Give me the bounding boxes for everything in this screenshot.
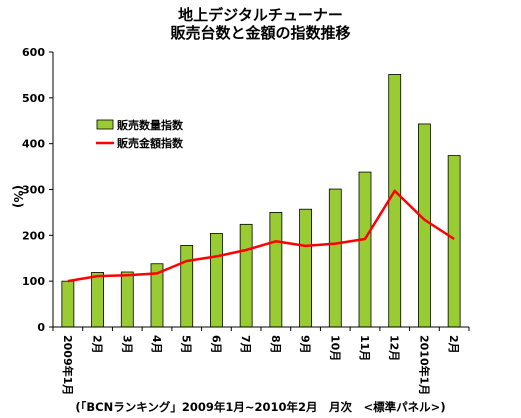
x-tick-label: 9月 [299,335,312,354]
bar [418,123,431,328]
bar [328,188,342,328]
x-tick-label: 2月 [91,335,104,354]
y-tick-label: 100 [22,275,45,288]
bar [299,208,312,328]
x-tick-label: 11月 [358,335,371,361]
y-tick-label: 200 [22,229,45,242]
bar [180,245,194,328]
y-tick-label: 0 [37,321,45,334]
chart-footnote: (「BCNランキング」2009年1月~2010年2月 月次 <標準パネル>) [75,400,446,414]
x-tick-label: 10月 [328,335,341,361]
legend-label-bar: 販売数量指数 [117,118,184,132]
bar [61,280,75,328]
chart-subtitle: 販売台数と金額の指数推移 [170,24,351,42]
y-tick-label: 500 [22,92,45,105]
legend: 販売数量指数 販売金額指数 [92,112,218,152]
bar [239,223,253,328]
bar [269,212,283,328]
legend-swatch-bar [96,119,114,130]
x-tick-label: 4月 [150,335,163,354]
legend-label-line: 販売金額指数 [117,136,184,150]
legend-box [92,112,218,152]
bar [358,171,372,328]
x-tick-label: 2009年1月 [61,335,75,395]
x-tick-label: 2月 [447,335,460,354]
y-tick-label: 600 [22,46,45,59]
x-tick-label: 3月 [120,335,133,354]
bar [447,155,461,328]
y-tick-label: 400 [22,138,45,151]
x-tick-label: 5月 [180,335,193,354]
chart-title: 地上デジタルチューナー [178,6,343,24]
y-tick-label: 300 [22,184,45,197]
x-tick-labels: 2009年1月 2月 3月 4月 5月 6月 7月 8月 9月 10月 11月 12月 2010年1月 2… [61,335,460,395]
x-tick-label: 6月 [209,335,222,354]
x-tick-label: 2010年1月 [417,335,431,395]
bar [210,233,223,328]
bar [388,74,402,328]
x-tick-label: 8月 [269,335,282,354]
y-axis-label: (%) [11,184,25,208]
bar [91,272,104,328]
line-series-amount-index [67,189,455,283]
axes [49,51,470,331]
x-tick-label: 7月 [239,335,252,354]
y-tick-labels: 0 100 200 300 400 500 600 [22,46,45,334]
x-tick-label: 12月 [388,335,401,361]
bar [120,271,134,328]
